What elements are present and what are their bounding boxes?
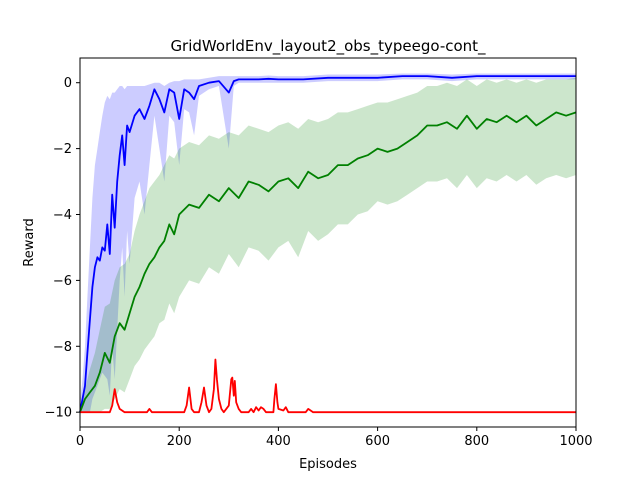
plot-frame [79,57,577,428]
x-tick-label: 200 [167,434,192,449]
x-tick-label: 1000 [559,434,592,449]
x-axis-title: Episodes [299,457,357,472]
series-lines [79,75,577,414]
y-tick-label: −6 [53,274,72,289]
y-axis-ticks: −10 −8 −6 −4 −2 0 [45,76,80,421]
x-tick-label: 0 [76,434,84,449]
y-tick-label: −8 [53,340,72,355]
x-tick-label: 800 [464,434,489,449]
series-1-band [80,73,576,413]
series-1-line [79,75,576,413]
y-tick-label: −2 [53,142,72,157]
y-tick-label: −10 [45,406,72,421]
y-tick-label: −4 [53,208,72,223]
series-3-line [80,358,576,414]
confidence-bands [80,73,576,413]
y-axis-title: Reward [22,218,37,266]
chart-title: GridWorldEnv_layout2_obs_typeego-cont_ [170,37,486,56]
x-tick-label: 400 [266,434,291,449]
y-tick-label: 0 [64,76,72,91]
series-2-band [80,77,576,413]
series-2-line [79,111,577,413]
x-axis-ticks: 0 200 400 600 800 1000 [76,427,593,449]
x-tick-label: 600 [365,434,390,449]
